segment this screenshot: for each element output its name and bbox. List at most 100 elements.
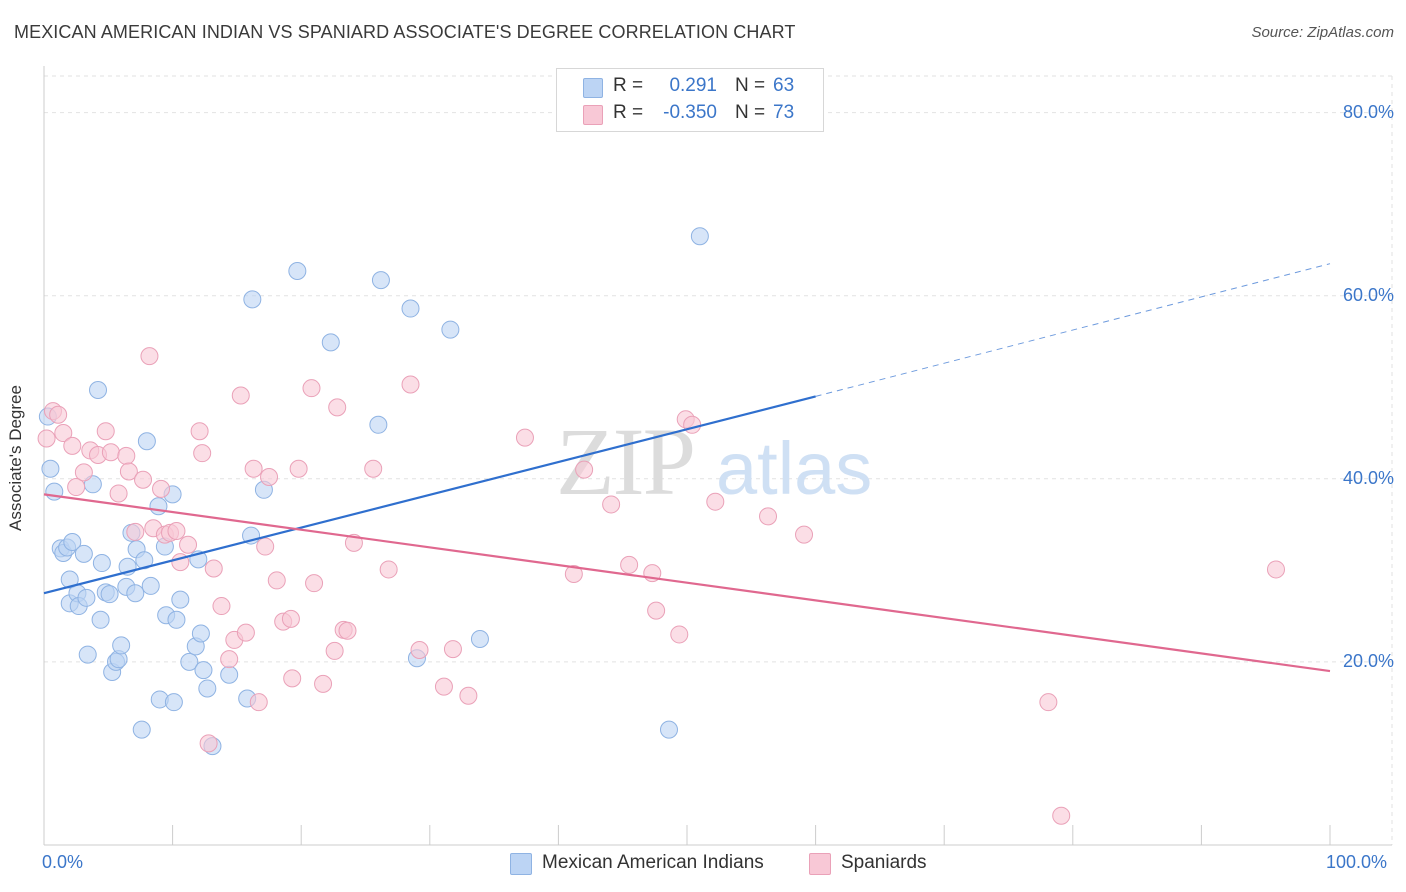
trend-line-mexican-american-indians xyxy=(43,395,816,595)
data-point xyxy=(199,734,218,753)
legend-n-label: N = xyxy=(735,102,766,123)
data-point xyxy=(267,571,286,590)
trend-line-spaniards xyxy=(43,493,1331,673)
data-point xyxy=(379,560,398,579)
legend-n-value-pink: 73 xyxy=(773,102,795,123)
trend-lines xyxy=(43,263,1331,673)
legend-row-pink: R = -0.350 N = 73 xyxy=(557,102,823,130)
x-tick-label-min: 0.0% xyxy=(42,852,84,872)
data-point xyxy=(92,554,111,573)
data-point xyxy=(149,497,168,516)
data-point xyxy=(683,415,702,434)
data-point xyxy=(690,227,709,246)
data-point xyxy=(602,495,621,514)
y-tick-label: 40.0% xyxy=(1342,467,1394,488)
data-point xyxy=(109,484,128,503)
data-point xyxy=(152,479,171,498)
data-point xyxy=(180,652,199,671)
data-point xyxy=(164,693,183,712)
data-point xyxy=(670,625,689,644)
data-point xyxy=(220,665,239,684)
legend-row-blue: R = 0.291 N = 63 xyxy=(557,75,823,103)
data-point xyxy=(289,459,308,478)
data-point xyxy=(260,467,279,486)
data-point xyxy=(231,386,250,405)
data-point xyxy=(212,597,231,616)
data-point xyxy=(795,525,814,544)
data-point xyxy=(256,537,275,556)
data-point xyxy=(112,636,131,655)
data-point xyxy=(194,661,213,680)
data-point xyxy=(243,290,262,309)
data-point xyxy=(126,584,145,603)
legend-stats: R = 0.291 N = 63 R = -0.350 N = 73 xyxy=(556,68,824,132)
data-point xyxy=(434,677,453,696)
data-point xyxy=(91,610,110,629)
data-point xyxy=(67,478,86,497)
legend-n-value-blue: 63 xyxy=(773,75,795,96)
data-point xyxy=(302,379,321,398)
data-point xyxy=(659,720,678,739)
y-tick-label: 80.0% xyxy=(1342,101,1394,122)
data-point xyxy=(119,462,138,481)
data-point xyxy=(759,507,778,526)
data-point xyxy=(620,555,639,574)
data-point xyxy=(179,535,198,554)
data-point xyxy=(1039,693,1058,712)
data-point xyxy=(63,532,82,551)
data-point xyxy=(321,333,340,352)
series-spaniards xyxy=(37,347,1285,825)
data-point xyxy=(401,375,420,394)
data-point xyxy=(37,429,56,448)
data-point xyxy=(198,679,217,698)
legend-label-spaniards: Spaniards xyxy=(841,852,927,873)
legend-r-label: R = xyxy=(613,102,644,123)
legend-n-label: N = xyxy=(735,75,766,96)
data-point xyxy=(54,424,73,443)
legend-swatch-pink xyxy=(809,853,831,875)
watermark-zip: ZIP xyxy=(556,408,694,515)
data-point xyxy=(101,443,120,462)
y-tick-label: 20.0% xyxy=(1342,650,1394,671)
chart-title: MEXICAN AMERICAN INDIAN VS SPANIARD ASSO… xyxy=(14,22,796,42)
data-point xyxy=(305,574,324,593)
data-point xyxy=(63,436,82,455)
data-point xyxy=(134,470,153,489)
data-point xyxy=(459,686,478,705)
data-point xyxy=(281,609,300,628)
data-point xyxy=(78,645,97,664)
data-point xyxy=(564,565,583,584)
data-point xyxy=(410,641,429,660)
axes xyxy=(43,66,1392,846)
data-point xyxy=(369,415,388,434)
data-point xyxy=(249,693,268,712)
data-point xyxy=(328,398,347,417)
data-point xyxy=(191,624,210,643)
data-point xyxy=(220,650,239,669)
x-tick-label-max: 100.0% xyxy=(1326,852,1388,872)
data-point xyxy=(244,459,263,478)
trend-line-extension-mexican-american-indians xyxy=(815,263,1331,397)
legend-label-mexican-american-indians: Mexican American Indians xyxy=(542,852,764,873)
data-point xyxy=(314,674,333,693)
legend-r-label: R = xyxy=(613,75,644,96)
legend-r-value-pink: -0.350 xyxy=(663,102,717,123)
data-point xyxy=(401,299,420,318)
data-point xyxy=(100,585,119,604)
data-point xyxy=(74,544,93,563)
data-point xyxy=(236,623,255,642)
data-point xyxy=(441,320,460,339)
data-point xyxy=(74,463,93,482)
data-point xyxy=(117,446,136,465)
y-tick-label: 60.0% xyxy=(1342,284,1394,305)
legend-swatch-blue xyxy=(583,78,603,98)
data-point xyxy=(140,347,159,366)
data-point xyxy=(470,630,489,649)
data-point xyxy=(167,521,186,540)
data-point xyxy=(325,641,344,660)
data-point xyxy=(515,428,534,447)
legend-swatch-blue xyxy=(510,853,532,875)
data-point xyxy=(190,422,209,441)
data-point xyxy=(49,405,68,424)
